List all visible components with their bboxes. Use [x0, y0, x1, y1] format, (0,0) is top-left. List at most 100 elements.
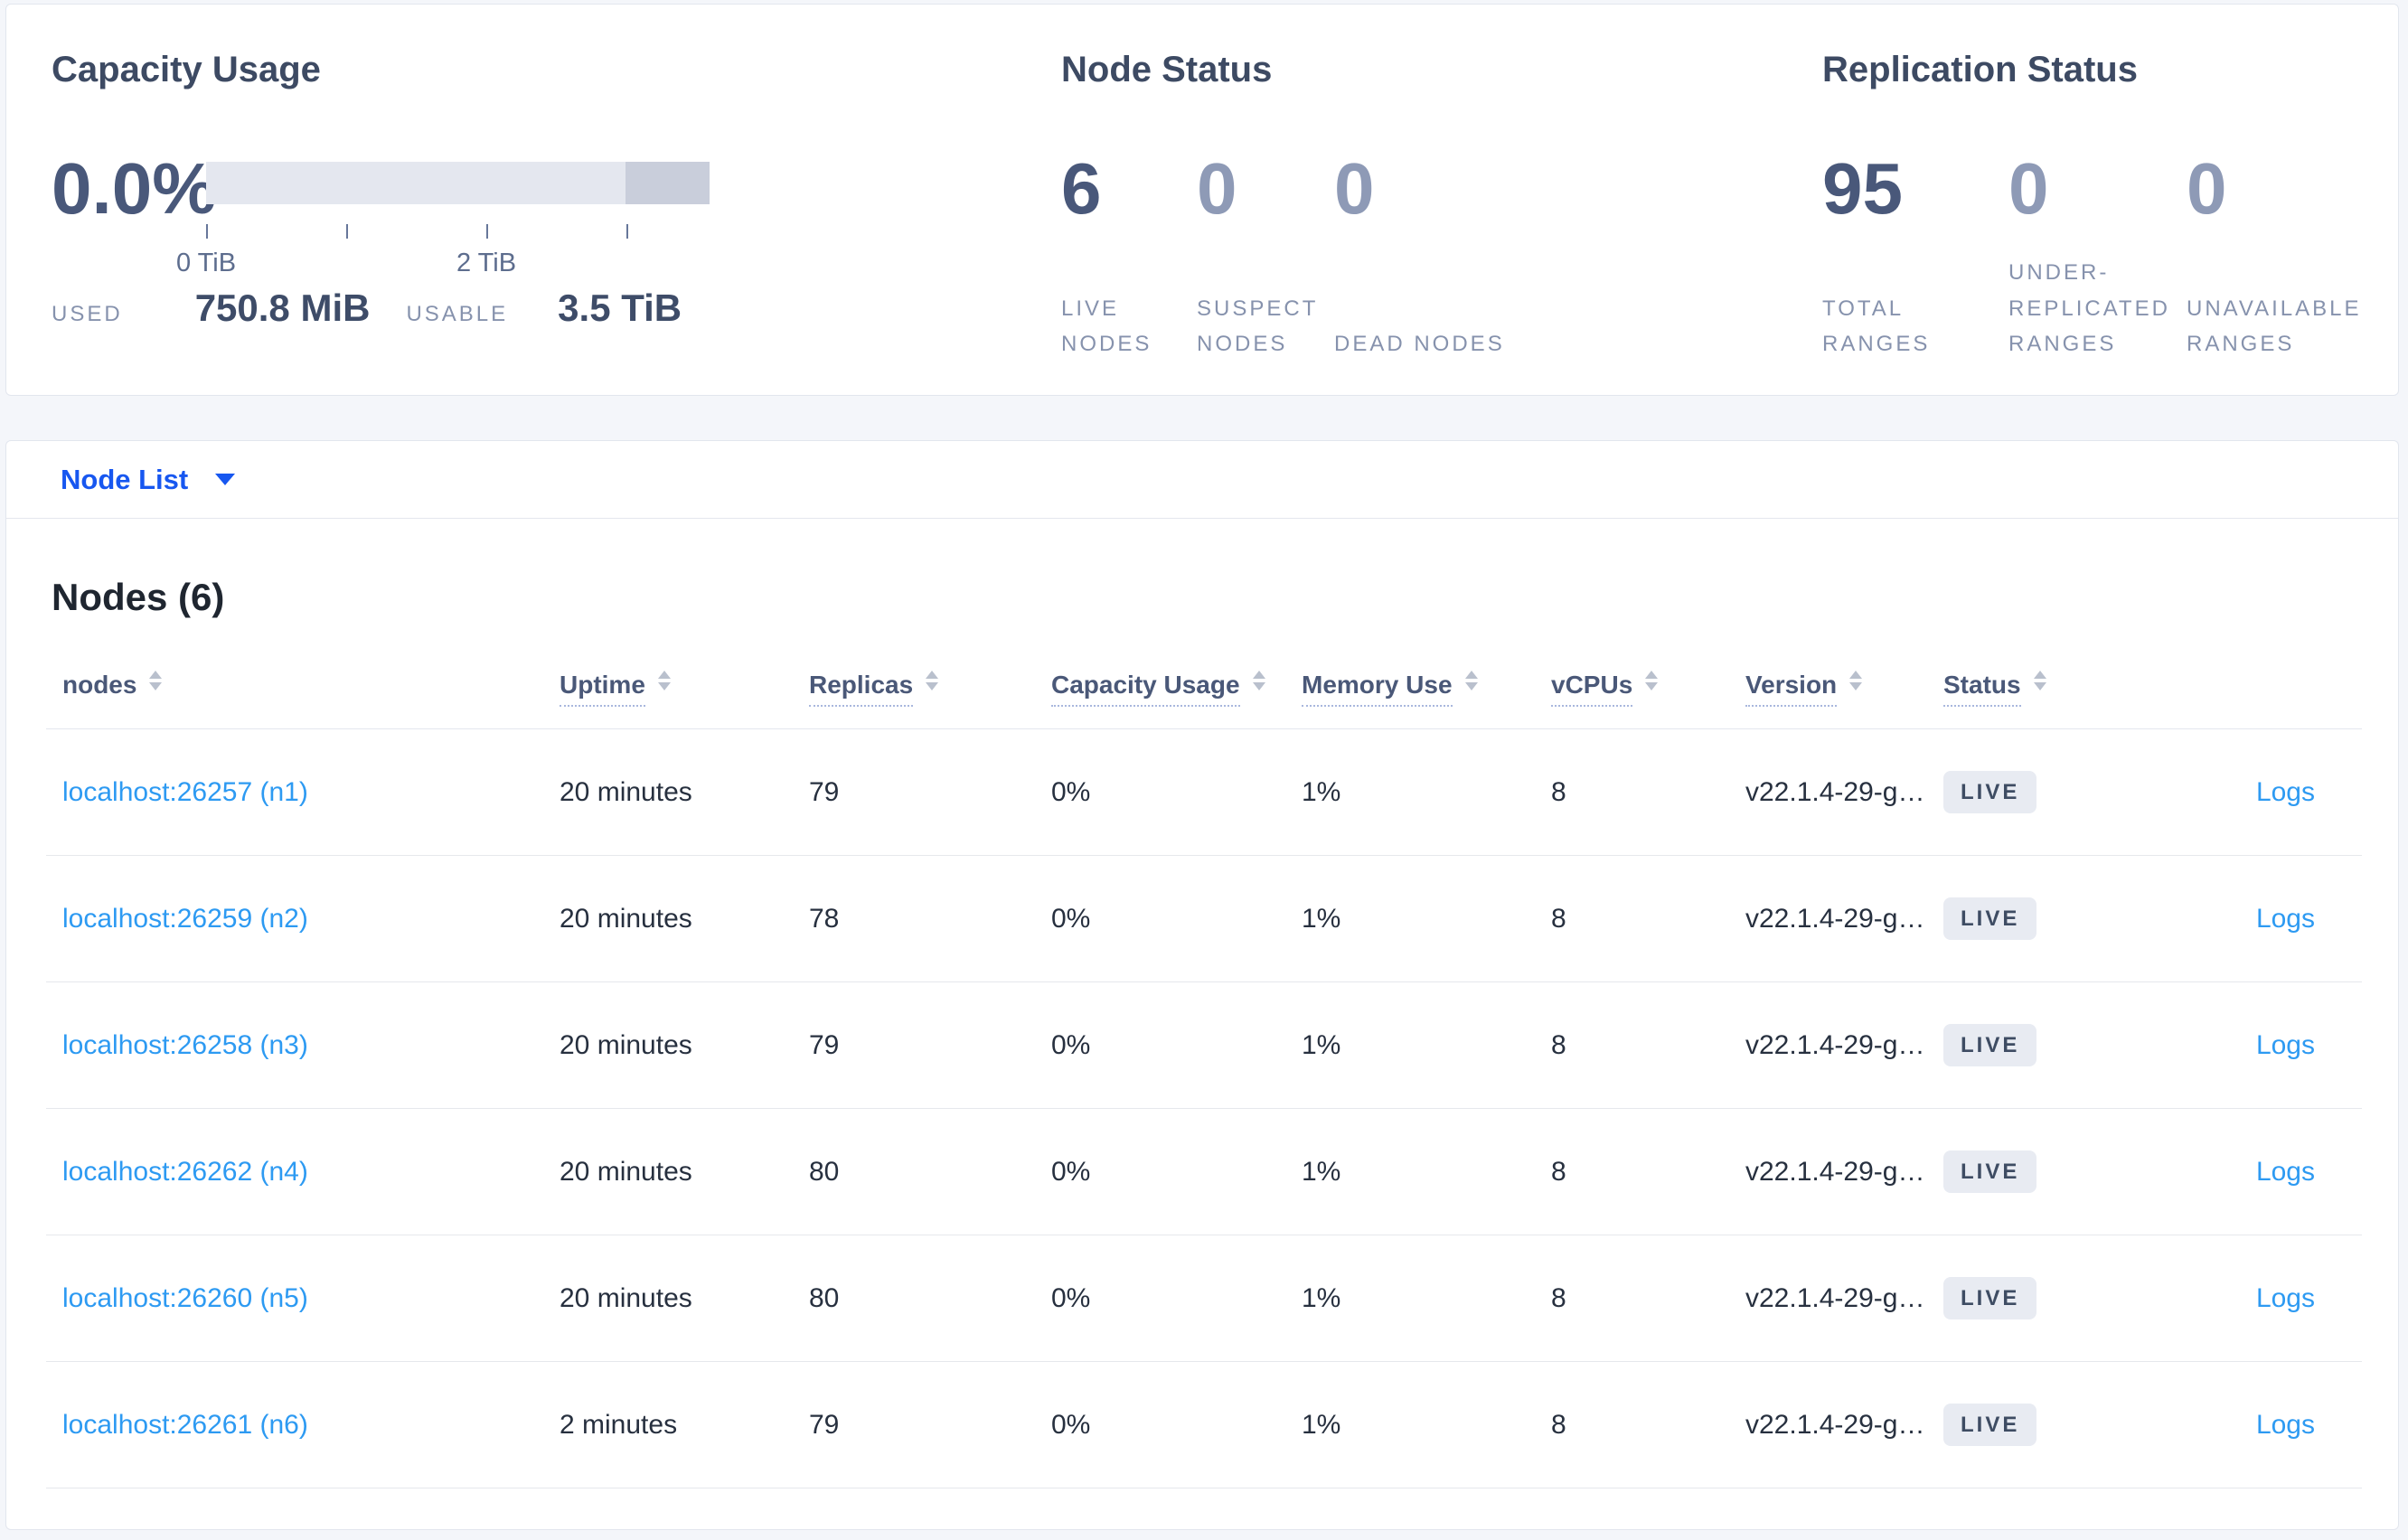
column-header-vcpus[interactable]: vCPUs [1551, 671, 1745, 708]
replication-status-title: Replication Status [1822, 50, 2138, 89]
replication-status-section: Replication Status 95 TOTAL RANGES 0 UND… [1822, 5, 2398, 395]
capacity-cell: 0% [1051, 903, 1091, 934]
status-cell: LIVE [1943, 1277, 2151, 1320]
node-address-cell: localhost:26261 (n6) [46, 1409, 560, 1441]
sort-arrows-icon[interactable] [1252, 671, 1265, 691]
sort-arrows-icon[interactable] [2033, 671, 2046, 691]
column-header-capacity[interactable]: Capacity Usage [1051, 671, 1302, 708]
dead-nodes-stat: 0 DEAD NODES [1334, 153, 1505, 362]
status-badge: LIVE [1943, 771, 2037, 814]
table-row: localhost:26262 (n4) 20 minutes 80 0% 1% 8 v22… [46, 1109, 2362, 1236]
axis-tick-label: 0 TiB [175, 249, 237, 277]
column-header-replicas[interactable]: Replicas [809, 671, 1051, 708]
capacity-cell: 0% [1051, 1409, 1091, 1440]
version-cell: v22.1.4-29-g… [1745, 1156, 1925, 1187]
total-ranges-stat: 95 TOTAL RANGES [1822, 153, 2008, 362]
table-row: localhost:26258 (n3) 20 minutes 79 0% 1% 8 v22… [46, 982, 2362, 1110]
sort-arrows-icon[interactable] [1849, 671, 1863, 691]
capacity-bar-reserved-segment [626, 162, 710, 204]
version-cell: v22.1.4-29-g… [1745, 776, 1925, 807]
column-header-uptime[interactable]: Uptime [560, 671, 809, 708]
usable-value: 3.5 TiB [558, 286, 682, 329]
nodes-table: nodes Uptime Replicas Capacity Usage Memory … [46, 636, 2362, 1489]
capacity-bar: 0 TiB 2 TiB [176, 162, 710, 277]
dead-nodes-value: 0 [1334, 148, 1375, 229]
column-header-version[interactable]: Version [1745, 671, 1943, 708]
sort-arrows-icon[interactable] [926, 671, 939, 691]
status-cell: LIVE [1943, 1024, 2151, 1067]
node-address-cell: localhost:26257 (n1) [46, 776, 560, 809]
logs-link[interactable]: Logs [2255, 1029, 2315, 1060]
logs-link[interactable]: Logs [2255, 1282, 2315, 1313]
node-address-cell: localhost:26262 (n4) [46, 1156, 560, 1188]
memory-cell: 1% [1302, 1409, 1341, 1440]
logs-link[interactable]: Logs [2255, 1409, 2315, 1440]
under-replicated-ranges-value: 0 [2008, 148, 2049, 229]
vcpus-cell: 8 [1551, 1282, 1566, 1313]
vcpus-cell: 8 [1551, 1156, 1566, 1187]
logs-cell: Logs [2151, 903, 2362, 935]
replicas-cell: 79 [809, 1409, 840, 1440]
view-selector-label: Node List [61, 463, 189, 495]
uptime-cell: 20 minutes [560, 903, 692, 934]
column-header-status[interactable]: Status [1943, 671, 2151, 708]
axis-tick [486, 224, 488, 239]
logs-cell: Logs [2151, 1282, 2362, 1315]
memory-cell: 1% [1302, 1156, 1341, 1187]
used-label: USED [52, 302, 123, 326]
unavailable-ranges-value: 0 [2187, 148, 2227, 229]
unavailable-ranges-label: UNAVAILABLE RANGES [2187, 296, 2362, 357]
sort-arrows-icon[interactable] [1645, 671, 1659, 691]
status-badge: LIVE [1943, 897, 2037, 941]
sort-arrows-icon[interactable] [657, 671, 671, 691]
logs-cell: Logs [2151, 1156, 2362, 1188]
table-row: localhost:26257 (n1) 20 minutes 79 0% 1% 8 v22… [46, 729, 2362, 857]
logs-link[interactable]: Logs [2255, 776, 2315, 807]
axis-tick-label: 2 TiB [456, 249, 517, 277]
logs-link[interactable]: Logs [2255, 903, 2315, 934]
logs-cell: Logs [2151, 1029, 2362, 1062]
status-badge: LIVE [1943, 1150, 2037, 1194]
replicas-cell: 79 [809, 1029, 840, 1060]
logs-link[interactable]: Logs [2255, 1156, 2315, 1187]
status-cell: LIVE [1943, 1150, 2151, 1194]
node-link[interactable]: localhost:26260 (n5) [62, 1282, 308, 1313]
axis-tick [206, 224, 208, 239]
vcpus-cell: 8 [1551, 776, 1566, 807]
live-nodes-stat: 6 LIVE NODES [1061, 153, 1197, 362]
uptime-cell: 20 minutes [560, 1282, 692, 1313]
sort-arrows-icon[interactable] [1464, 671, 1478, 691]
column-header-label: vCPUs [1551, 672, 1633, 708]
live-nodes-label: LIVE NODES [1061, 296, 1152, 357]
replicas-cell: 78 [809, 903, 840, 934]
version-cell: v22.1.4-29-g… [1745, 1282, 1925, 1313]
capacity-usage-values: USED 750.8 MiB USABLE 3.5 TiB [52, 286, 1061, 330]
suspect-nodes-value: 0 [1197, 148, 1237, 229]
node-link[interactable]: localhost:26258 (n3) [62, 1029, 308, 1060]
node-link[interactable]: localhost:26262 (n4) [62, 1156, 308, 1187]
view-selector-dropdown[interactable]: Node List [6, 441, 2398, 519]
node-address-cell: localhost:26258 (n3) [46, 1029, 560, 1062]
under-replicated-ranges-label: UNDER-REPLICATED RANGES [2008, 260, 2170, 357]
status-cell: LIVE [1943, 1404, 2151, 1447]
status-badge: LIVE [1943, 1404, 2037, 1447]
logs-cell: Logs [2151, 1409, 2362, 1441]
column-header-memory[interactable]: Memory Use [1302, 671, 1551, 708]
nodes-heading: Nodes (6) [52, 576, 225, 618]
status-badge: LIVE [1943, 1024, 2037, 1067]
node-address-cell: localhost:26259 (n2) [46, 903, 560, 935]
node-link[interactable]: localhost:26261 (n6) [62, 1409, 308, 1440]
replicas-cell: 80 [809, 1156, 840, 1187]
node-status-section: Node Status 6 LIVE NODES 0 SUSPECT NODES… [1061, 5, 1822, 395]
node-link[interactable]: localhost:26259 (n2) [62, 903, 308, 934]
column-header-nodes[interactable]: nodes [46, 671, 560, 705]
chevron-down-icon [215, 474, 236, 485]
column-header-label: Replicas [809, 672, 914, 708]
replicas-cell: 80 [809, 1282, 840, 1313]
memory-cell: 1% [1302, 1029, 1341, 1060]
column-header-label: Capacity Usage [1051, 672, 1240, 708]
sort-arrows-icon[interactable] [149, 671, 163, 691]
node-address-cell: localhost:26260 (n5) [46, 1282, 560, 1315]
node-link[interactable]: localhost:26257 (n1) [62, 776, 308, 807]
column-header-label: Version [1745, 672, 1838, 708]
